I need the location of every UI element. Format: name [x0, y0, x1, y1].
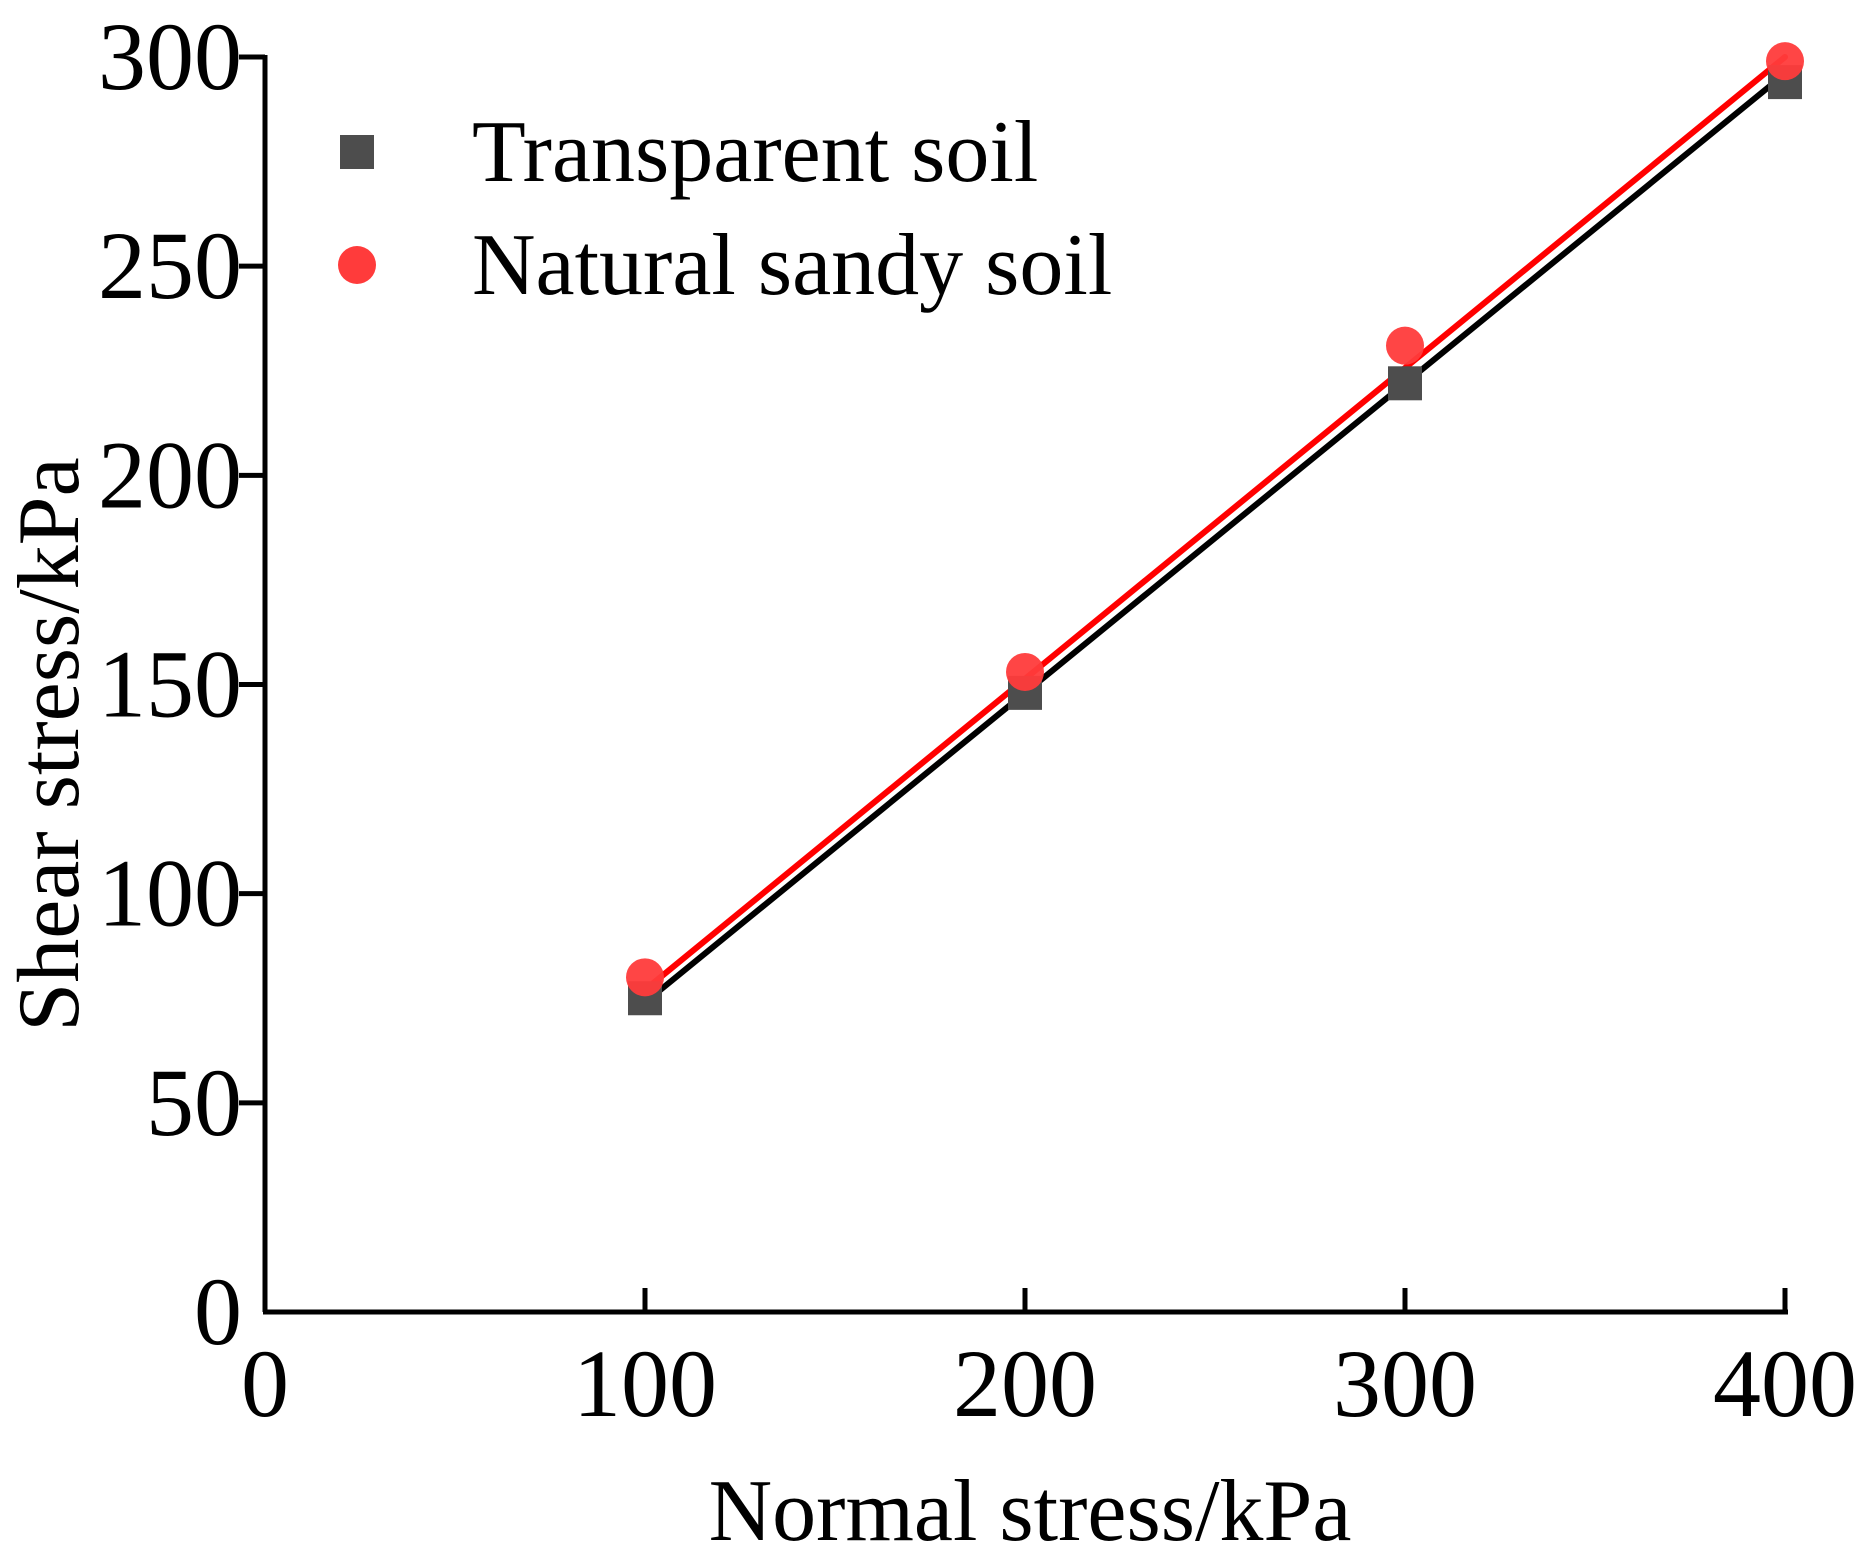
y-tick-label: 250 [98, 212, 242, 319]
fit-lines [642, 54, 1788, 1006]
legend-label: Transparent soil [472, 104, 1038, 201]
ticks: 0 100 200 300 400 0 50 100 150 200 250 300 [98, 3, 1857, 1437]
x-tick-label: 0 [241, 1330, 289, 1437]
y-tick-label: 200 [98, 421, 242, 528]
data-point-circle [1766, 42, 1804, 81]
data-point-circle [626, 958, 664, 997]
legend-label: Natural sandy soil [472, 217, 1112, 314]
y-tick-label: 100 [98, 840, 242, 947]
fit-line-series-1 [642, 70, 1788, 1006]
x-axis-label: Normal stress/kPa [709, 1463, 1352, 1557]
legend: Transparent soil Natural sandy soil [338, 104, 1112, 314]
y-tick-label: 50 [146, 1049, 242, 1156]
x-tick-label: 400 [1713, 1330, 1857, 1437]
x-tick-label: 200 [953, 1330, 1097, 1437]
y-axis-label: Shear stress/kPa [1, 457, 98, 1031]
data-points [626, 42, 1804, 1016]
y-tick-label: 300 [98, 3, 242, 110]
fit-line-series-2 [642, 54, 1788, 993]
data-point-square [1388, 366, 1422, 401]
x-tick-label: 300 [1333, 1330, 1477, 1437]
legend-marker-square [340, 135, 374, 169]
data-point-circle [1006, 652, 1044, 691]
y-tick-label: 0 [194, 1258, 242, 1365]
legend-marker-circle [338, 246, 376, 284]
y-tick-label: 150 [98, 631, 242, 738]
data-point-circle [1386, 326, 1424, 365]
x-tick-label: 100 [573, 1330, 717, 1437]
